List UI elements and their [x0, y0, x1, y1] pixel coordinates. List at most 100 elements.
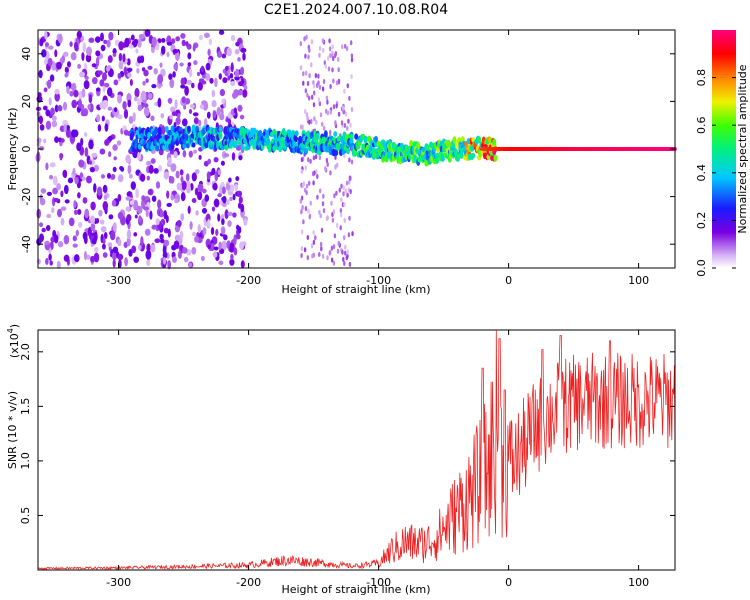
spectrogram-cell — [100, 174, 106, 179]
spectrogram-cell — [102, 252, 108, 258]
spectrogram-cell — [222, 195, 227, 204]
spectrogram-cell — [102, 200, 109, 211]
spectrogram-cell — [314, 235, 317, 241]
spectrogram-cell — [45, 120, 52, 130]
spectrogram-cell — [212, 251, 218, 258]
spectrogram-cell — [124, 37, 130, 48]
spectrogram-cell — [173, 62, 178, 71]
spectrogram-cell — [146, 175, 150, 181]
spectrogram-cell — [200, 65, 205, 73]
spectrogram-cell — [322, 253, 325, 259]
spectrogram-cell — [127, 72, 132, 78]
spectrogram-cell — [171, 111, 177, 117]
spectrogram-cell — [343, 123, 347, 128]
spectrogram-cell — [219, 113, 225, 121]
spectrogram-cell — [57, 105, 63, 112]
spectrogram-cell — [204, 32, 210, 38]
spectrogram-cell — [310, 243, 314, 249]
spectrogram-y-ticks: -40 -20 0 20 40 — [20, 47, 675, 253]
spectrogram-cell — [175, 36, 181, 42]
spectrogram-cell — [141, 195, 146, 202]
spectrogram-cell — [208, 38, 212, 46]
snr-multiplier-label: (x104) — [6, 324, 21, 358]
spectrogram-cell — [81, 176, 86, 181]
spectrogram-cell — [150, 158, 156, 164]
spectrogram-cell — [91, 76, 98, 85]
spectrogram-cell — [238, 196, 243, 204]
spectrogram-cell — [96, 186, 103, 197]
spectrogram-cell — [435, 152, 439, 158]
spectrogram-cell — [342, 185, 345, 191]
spectrogram-cell — [353, 150, 358, 157]
spectrogram-cell — [155, 181, 161, 189]
spectrogram-cell — [70, 129, 77, 138]
spectrogram-cell — [205, 62, 211, 71]
spectrogram-cell — [147, 93, 153, 100]
spectrogram-cell — [48, 174, 54, 180]
spectrogram-cell — [145, 78, 149, 83]
spectrogram-cell — [210, 242, 215, 252]
spectrogram-cell — [315, 169, 318, 175]
spectrogram-cell — [230, 80, 236, 87]
spectrogram-cell — [300, 209, 303, 215]
spectrogram-cell — [158, 164, 163, 172]
spectrogram-cell — [219, 88, 226, 97]
spectrogram-cell — [185, 142, 190, 149]
snr-line — [37, 330, 676, 571]
spectrogram-cell — [203, 118, 208, 128]
spectrogram-x-axis-label: Height of straight line (km) — [281, 283, 430, 296]
spectrogram-cell — [342, 191, 345, 197]
spectrogram-cell — [346, 83, 349, 89]
colorbar-tick-label: 0.4 — [695, 164, 708, 182]
spectrogram-cell — [161, 38, 166, 43]
spectrogram-cell — [62, 119, 69, 127]
spectrogram-cell — [240, 66, 245, 76]
spectrogram-cell — [44, 241, 50, 246]
snr-x-axis-label: Height of straight line (km) — [281, 583, 430, 596]
spectrogram-cell — [319, 213, 322, 219]
spectrogram-cell — [88, 37, 95, 43]
spectrogram-cell — [207, 158, 212, 165]
spectrogram-cell — [345, 111, 348, 117]
spectrogram-cell — [38, 69, 43, 79]
spectrogram-cell — [128, 44, 134, 49]
spectrogram-cell — [154, 126, 159, 135]
spectrogram-cell — [166, 51, 170, 58]
spectrogram-cell — [238, 155, 243, 161]
spectrogram-cell — [304, 165, 307, 171]
spectrogram-cell — [45, 109, 51, 117]
spectrogram-cell — [197, 81, 203, 91]
spectrogram-cell — [90, 215, 96, 225]
spectrogram-cell — [492, 138, 497, 146]
spectrogram-cell — [319, 188, 322, 194]
spectrogram-cell — [218, 73, 222, 80]
spectrogram-cell — [117, 174, 124, 183]
spectrogram-y-tick-label: 20 — [20, 94, 33, 108]
spectrogram-cell — [327, 66, 331, 72]
spectrogram-cell — [302, 71, 305, 77]
spectrogram-cell — [43, 138, 47, 144]
spectrogram-cell — [221, 240, 227, 251]
spectrogram-cell — [308, 119, 311, 125]
spectrogram-cell — [305, 34, 308, 40]
spectrogram-cell — [303, 247, 307, 253]
spectrogram-cell — [133, 232, 138, 237]
spectrogram-cell — [167, 260, 172, 270]
spectrogram-cell — [85, 54, 92, 63]
spectrogram-cell — [143, 69, 149, 77]
spectrogram-cell — [180, 192, 186, 202]
spectrogram-cell — [118, 60, 124, 70]
spectrogram-cell — [134, 87, 140, 98]
spectrogram-cell — [318, 252, 321, 257]
spectrogram-cell — [301, 205, 304, 210]
spectrogram-cell — [302, 219, 305, 225]
spectrogram-cell — [318, 84, 322, 90]
spectrogram-cell — [322, 193, 325, 199]
spectrogram-cell — [173, 150, 178, 159]
spectrogram-cell — [126, 67, 133, 72]
spectrogram-cell — [140, 90, 147, 101]
spectrogram-cell — [117, 211, 124, 220]
spectrogram-cell — [191, 197, 197, 204]
spectrogram-cell — [101, 115, 105, 122]
spectrogram-cell — [200, 255, 205, 262]
